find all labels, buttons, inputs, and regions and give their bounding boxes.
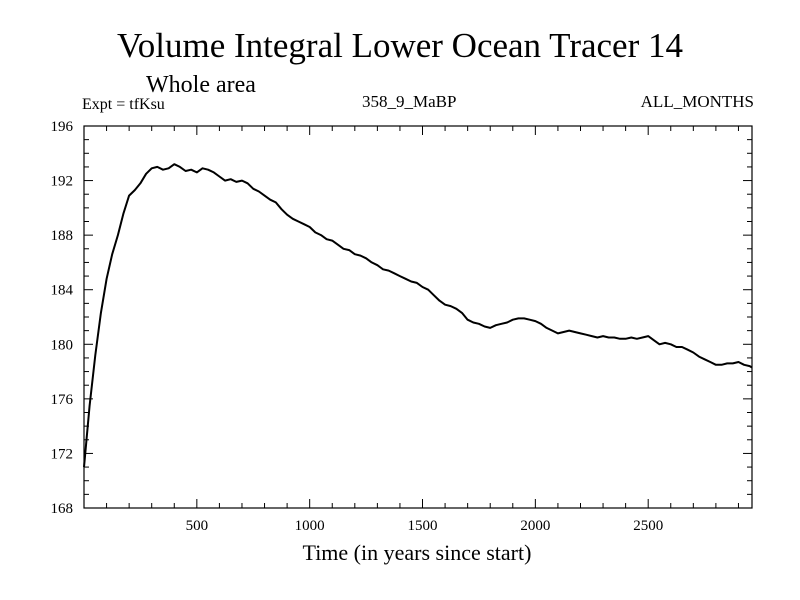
axis-ticks xyxy=(84,125,752,509)
y-tick-label: 192 xyxy=(51,174,74,190)
x-tick-label: 2500 xyxy=(633,518,663,534)
experiment-name: 358_9_MaBP xyxy=(362,92,457,111)
y-tick-label: 188 xyxy=(51,228,74,244)
experiment-label: Expt = tfKsu xyxy=(82,96,165,113)
y-tick-label: 168 xyxy=(51,501,74,517)
tick-labels: 500 1000 1500 2000 2500 168 172 176 180 184 188 192… xyxy=(51,119,664,534)
y-tick-label: 180 xyxy=(51,337,74,353)
y-tick-label: 172 xyxy=(51,446,74,462)
x-tick-label: 2000 xyxy=(520,518,550,534)
x-axis-label: Time (in years since start) xyxy=(302,540,532,565)
plot-frame xyxy=(83,125,753,509)
y-tick-label: 176 xyxy=(51,392,74,408)
chart-title: Volume Integral Lower Ocean Tracer 14 xyxy=(117,26,683,65)
y-tick-label: 196 xyxy=(51,119,74,135)
period-label: ALL_MONTHS xyxy=(640,92,754,111)
chart-subtitle: Whole area xyxy=(146,72,256,98)
x-tick-label: 1500 xyxy=(408,518,438,534)
x-tick-label: 500 xyxy=(186,518,209,534)
series-line-tfKsu xyxy=(83,163,753,468)
y-tick-label: 184 xyxy=(51,283,74,299)
x-tick-label: 1000 xyxy=(295,518,325,534)
